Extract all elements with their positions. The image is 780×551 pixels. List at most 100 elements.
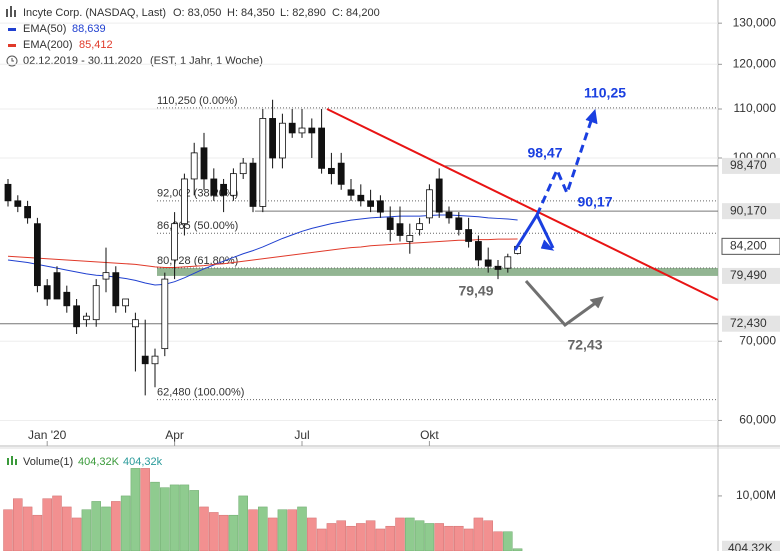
candle-body	[249, 162, 257, 207]
candle-body	[239, 162, 247, 175]
volume-bar	[385, 525, 395, 551]
price-line-label-box	[722, 315, 780, 332]
y-tick-label: 60,000	[739, 413, 776, 427]
volume-bar	[503, 531, 513, 551]
volume-bar	[81, 509, 92, 551]
candle-body	[180, 178, 188, 225]
volume-bar	[169, 484, 180, 551]
legend-value: 404,32k	[123, 456, 163, 468]
legend-label: EMA(200)	[23, 39, 73, 51]
volume-bar	[346, 525, 356, 551]
y-tick-label: 110,000	[734, 101, 777, 115]
volume-bar	[326, 523, 337, 551]
candle-body	[131, 319, 139, 328]
volume-bar	[13, 498, 23, 551]
ema-line	[7, 238, 518, 269]
candle-body	[504, 256, 512, 269]
arrow	[524, 280, 602, 328]
candle-body	[396, 223, 404, 236]
legend-icon	[11, 456, 13, 465]
candle-body	[34, 223, 41, 287]
candle-body	[24, 206, 32, 219]
volume-bar	[62, 506, 72, 551]
candle-body	[298, 127, 306, 134]
volume-bar	[258, 506, 268, 551]
x-tick-label: Okt	[420, 428, 439, 442]
candle-body	[278, 122, 286, 159]
volume-bar	[3, 509, 13, 551]
annotation: 110,25	[584, 85, 626, 101]
legend-label: Volume(1)	[23, 456, 73, 468]
clock-icon	[6, 55, 18, 67]
volume-bar	[434, 523, 444, 551]
last-price-label: 84,200	[730, 239, 767, 253]
candle-body	[484, 259, 492, 267]
x-tick-label: Jan '20	[28, 428, 67, 442]
legend-icon	[15, 459, 17, 465]
volume-bar	[248, 509, 258, 551]
arrow-head	[589, 296, 604, 309]
legend-icon	[7, 458, 9, 465]
volume-bar	[473, 517, 484, 551]
y-tick-label: 10,00M	[736, 488, 776, 502]
volume-bar	[287, 509, 297, 551]
arrow-head	[540, 239, 555, 251]
fib-label: 62,480 (100.00%)	[157, 387, 244, 399]
volume-bar	[52, 495, 62, 551]
trend-line	[326, 108, 719, 301]
low: L: 82,890	[280, 7, 326, 19]
candle-body	[435, 178, 443, 213]
candle-body	[376, 200, 384, 213]
price-line-label: 98,470	[730, 158, 767, 172]
x-tick-label: Apr	[165, 428, 184, 442]
volume-bar	[297, 506, 307, 551]
price-line-label: 72,430	[730, 316, 767, 330]
candle-body	[43, 285, 51, 300]
legend-label: EMA(50)	[23, 23, 66, 35]
candle-body	[210, 178, 218, 196]
volume-bar	[71, 517, 82, 551]
volume-bar	[120, 495, 131, 551]
candle-body	[171, 223, 179, 261]
candle-body	[63, 291, 71, 307]
fib-label: 92,002 (38.20%)	[157, 188, 238, 200]
candle-body	[141, 355, 149, 365]
candle-body	[73, 305, 80, 328]
price-line-label-box	[722, 157, 780, 174]
candle-body	[337, 162, 345, 185]
support-zone	[157, 267, 718, 276]
volume-bar	[375, 528, 386, 551]
icon	[14, 10, 16, 17]
volume-bar	[512, 548, 523, 551]
candle-body	[288, 122, 296, 134]
candle-body	[406, 235, 414, 242]
legend-value: 88,639	[72, 23, 106, 35]
volume-bar	[32, 514, 43, 551]
candle-body	[465, 229, 473, 242]
candle-body	[229, 173, 237, 196]
open: O: 83,050	[173, 7, 221, 19]
y-tick-label: 130,000	[733, 15, 777, 29]
candle-body	[161, 278, 169, 350]
volume-bar	[111, 501, 121, 551]
candle-body	[386, 217, 394, 230]
volume-bar	[424, 523, 435, 551]
candle-body	[269, 118, 277, 159]
candle-body	[102, 272, 110, 280]
volume-bar	[150, 481, 160, 551]
candle-body	[474, 241, 482, 261]
period-note: (EST, 1 Jahr, 1 Woche)	[150, 55, 263, 67]
close: C: 84,200	[332, 7, 380, 19]
candle-body	[367, 200, 375, 207]
icon	[10, 6, 12, 17]
volume-bar	[209, 512, 219, 551]
candle-body	[357, 194, 365, 202]
zone-label: 79,490	[730, 268, 767, 282]
volume-bar	[189, 490, 199, 551]
candle-body	[347, 189, 355, 196]
icon	[6, 9, 8, 17]
fib-label: 86,365 (50.00%)	[157, 220, 238, 232]
volume-bar	[395, 517, 405, 551]
legend-swatch	[8, 44, 16, 47]
last-volume-box	[722, 540, 780, 551]
